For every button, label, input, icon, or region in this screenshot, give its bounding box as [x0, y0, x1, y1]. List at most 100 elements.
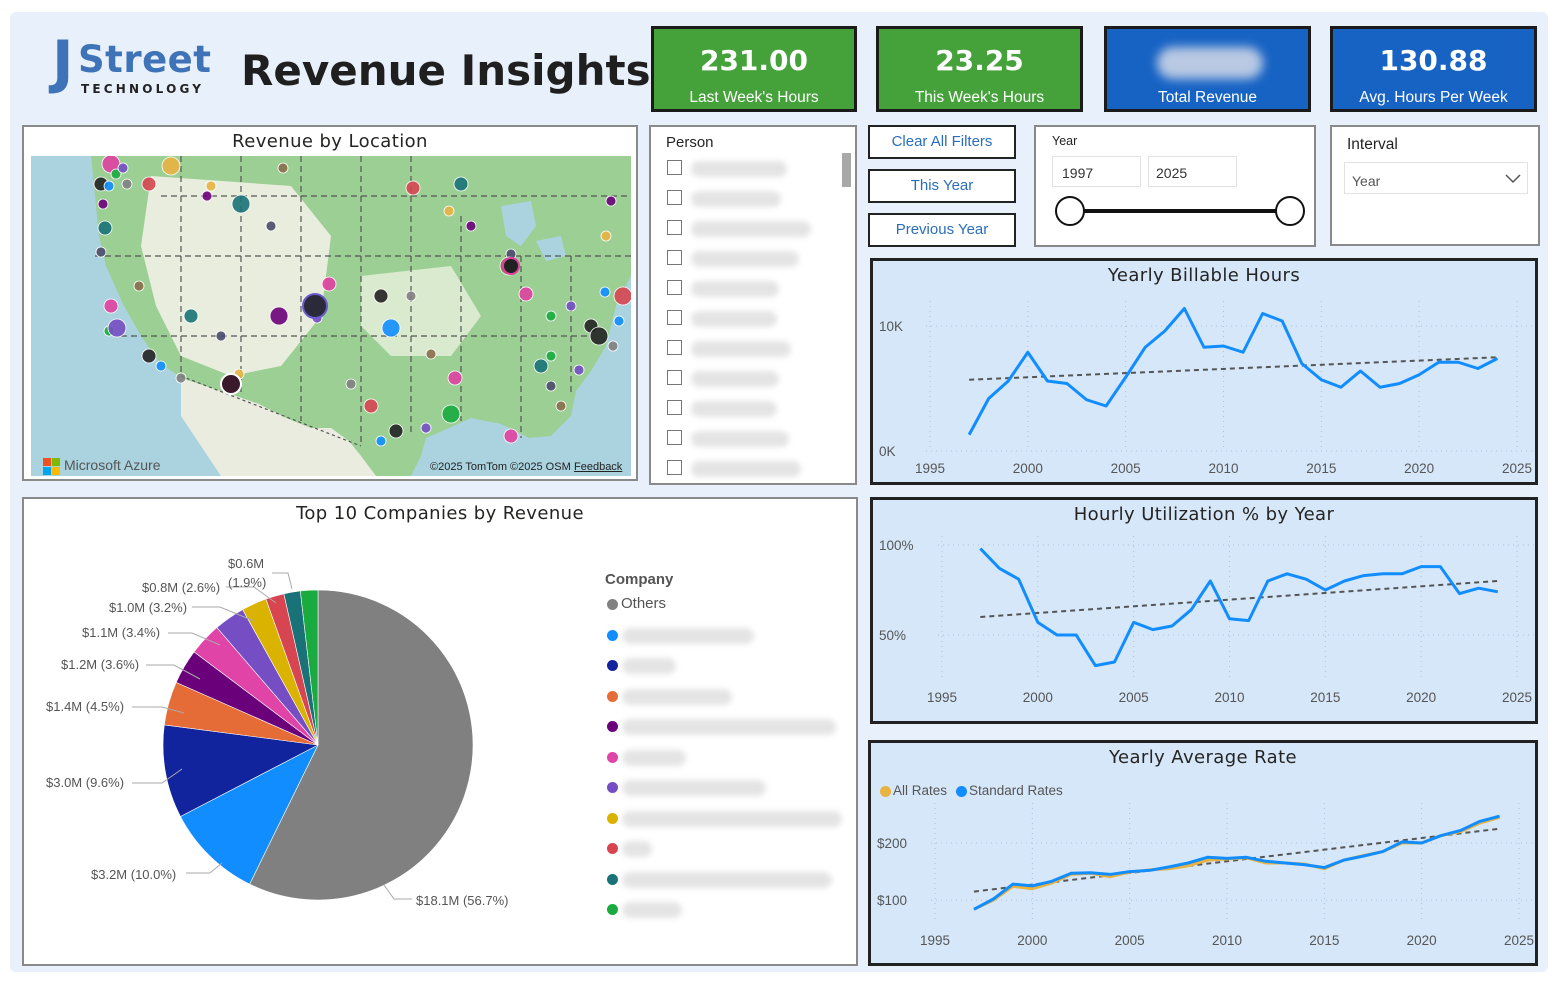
location-marker[interactable]	[269, 306, 289, 326]
location-marker[interactable]	[545, 380, 557, 392]
location-marker[interactable]	[277, 162, 289, 174]
location-marker[interactable]	[533, 358, 549, 374]
redacted-company-name[interactable]	[622, 780, 766, 796]
year-range-handle-start[interactable]	[1055, 196, 1085, 226]
year-range-handle-end[interactable]	[1275, 196, 1305, 226]
location-marker[interactable]	[345, 378, 357, 390]
location-marker[interactable]	[465, 220, 477, 232]
location-marker[interactable]	[97, 220, 113, 236]
location-marker[interactable]	[103, 180, 115, 192]
location-marker[interactable]	[388, 423, 404, 439]
person-checkbox[interactable]	[667, 310, 682, 325]
previous-year-button[interactable]: Previous Year	[868, 213, 1016, 247]
redacted-company-name[interactable]	[622, 719, 836, 735]
legend-standard-rates[interactable]: Standard Rates	[969, 783, 1063, 798]
location-marker[interactable]	[215, 330, 227, 342]
location-marker[interactable]	[363, 398, 379, 414]
location-marker[interactable]	[302, 293, 328, 319]
redacted-company-name[interactable]	[622, 902, 682, 918]
location-marker[interactable]	[545, 350, 557, 362]
year-to-input[interactable]: 2025	[1148, 156, 1237, 187]
location-marker[interactable]	[231, 194, 251, 214]
location-marker[interactable]	[381, 318, 401, 338]
location-marker[interactable]	[161, 156, 181, 176]
location-marker[interactable]	[141, 348, 157, 364]
kpi-total-revenue[interactable]: Total Revenue	[1104, 26, 1311, 112]
location-marker[interactable]	[405, 290, 417, 302]
location-marker[interactable]	[573, 364, 585, 376]
location-marker[interactable]	[110, 168, 122, 180]
redacted-company-name[interactable]	[622, 841, 652, 857]
person-checkbox[interactable]	[667, 160, 682, 175]
location-marker[interactable]	[613, 315, 625, 327]
series-line[interactable]	[973, 814, 1500, 911]
location-marker[interactable]	[503, 428, 519, 444]
location-marker[interactable]	[453, 176, 469, 192]
location-marker[interactable]	[141, 176, 157, 192]
series-line[interactable]	[979, 547, 1499, 668]
location-marker[interactable]	[605, 195, 617, 207]
location-marker[interactable]	[518, 286, 534, 302]
person-checkbox[interactable]	[667, 430, 682, 445]
location-marker[interactable]	[373, 288, 389, 304]
person-checkbox[interactable]	[667, 190, 682, 205]
redacted-company-name[interactable]	[622, 810, 842, 827]
location-marker[interactable]	[502, 257, 520, 275]
pie-slice[interactable]	[180, 744, 319, 885]
redacted-company-name[interactable]	[622, 871, 832, 888]
pie-slice[interactable]	[299, 589, 319, 746]
location-marker[interactable]	[600, 230, 612, 242]
location-marker[interactable]	[95, 246, 107, 258]
legend-all-rates[interactable]: All Rates	[893, 783, 948, 798]
location-marker[interactable]	[425, 348, 437, 360]
location-marker[interactable]	[107, 318, 127, 338]
location-marker[interactable]	[545, 310, 557, 322]
person-checkbox[interactable]	[667, 220, 682, 235]
pie-slice[interactable]	[162, 724, 319, 817]
redacted-company-name[interactable]	[622, 627, 754, 644]
location-marker[interactable]	[155, 360, 167, 372]
location-marker[interactable]	[420, 422, 432, 434]
interval-dropdown[interactable]: Year	[1344, 162, 1528, 194]
redacted-company-name[interactable]	[622, 658, 676, 674]
location-marker[interactable]	[103, 298, 119, 314]
person-checkbox[interactable]	[667, 340, 682, 355]
location-marker[interactable]	[555, 400, 567, 412]
utilization-chart[interactable]: 1995 2000 2005 2010 2015 2020 2025 50% 100%	[873, 500, 1535, 721]
location-marker[interactable]	[447, 370, 463, 386]
kpi-avg-hours-per-week[interactable]: 130.88 Avg. Hours Per Week	[1330, 26, 1537, 112]
legend-item-others[interactable]: Others	[621, 595, 667, 612]
this-year-button[interactable]: This Year	[868, 169, 1016, 203]
pie-slice[interactable]	[249, 589, 474, 901]
location-marker[interactable]	[565, 300, 577, 312]
series-line[interactable]	[967, 307, 1499, 436]
average-rate-chart[interactable]: 1995 2000 2005 2010 2015 2020 2025 $100 $200	[871, 743, 1535, 963]
series-line[interactable]	[973, 815, 1500, 911]
clear-all-filters-button[interactable]: Clear All Filters	[868, 125, 1016, 159]
location-marker[interactable]	[205, 180, 217, 192]
map-feedback-link[interactable]: Feedback	[574, 461, 623, 473]
map-canvas[interactable]	[31, 156, 631, 476]
location-marker[interactable]	[183, 308, 199, 324]
pie-chart[interactable]	[24, 499, 860, 968]
location-marker[interactable]	[121, 178, 133, 190]
location-marker[interactable]	[265, 220, 277, 232]
person-checkbox[interactable]	[667, 460, 682, 475]
location-marker[interactable]	[133, 280, 145, 292]
location-marker[interactable]	[441, 404, 461, 424]
redacted-company-name[interactable]	[622, 749, 686, 766]
location-marker[interactable]	[405, 180, 421, 196]
location-marker[interactable]	[589, 326, 609, 346]
location-marker[interactable]	[220, 373, 242, 395]
location-marker[interactable]	[599, 286, 611, 298]
location-marker[interactable]	[175, 372, 187, 384]
year-from-input[interactable]: 1997	[1052, 156, 1141, 187]
location-marker[interactable]	[607, 340, 619, 352]
location-marker[interactable]	[443, 205, 455, 217]
location-marker[interactable]	[201, 190, 213, 202]
location-marker[interactable]	[117, 162, 129, 174]
person-checkbox[interactable]	[667, 250, 682, 265]
person-checkbox[interactable]	[667, 280, 682, 295]
kpi-last-week-hours[interactable]: 231.00 Last Week's Hours	[651, 26, 857, 112]
redacted-company-name[interactable]	[622, 688, 732, 705]
